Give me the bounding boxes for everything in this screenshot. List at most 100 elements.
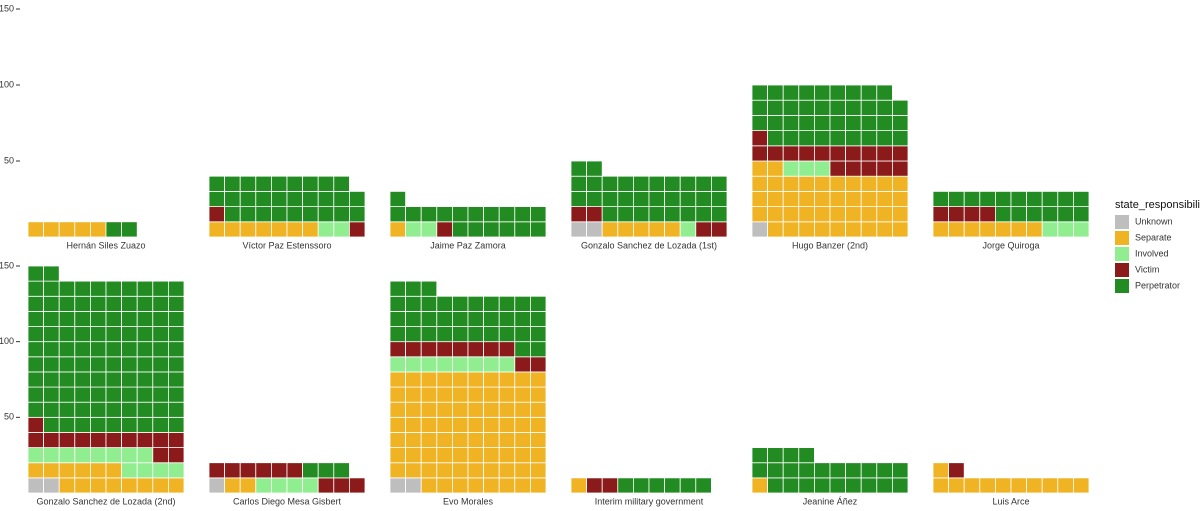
waffle-cell xyxy=(167,401,185,418)
waffle-cell xyxy=(498,371,516,388)
waffle-cell xyxy=(892,115,909,132)
waffle-cell xyxy=(514,295,531,312)
waffle-cell xyxy=(711,175,728,192)
waffle-cell xyxy=(420,295,438,312)
waffle-cell xyxy=(601,477,619,494)
waffle-cell xyxy=(467,477,485,494)
waffle-cell xyxy=(436,401,453,418)
waffle-cell xyxy=(121,326,138,343)
waffle-cell xyxy=(389,447,407,464)
waffle-cell xyxy=(152,310,169,327)
waffle-cell xyxy=(136,416,154,433)
waffle-cell xyxy=(633,175,650,192)
waffle-cell xyxy=(255,462,272,479)
waffle-cell xyxy=(121,295,138,312)
waffle-cell xyxy=(1073,206,1090,223)
legend-label: Separate xyxy=(1135,232,1172,242)
waffle-cell xyxy=(43,295,60,312)
waffle-cell xyxy=(74,447,91,464)
waffle-cell xyxy=(436,416,453,433)
waffle-cell xyxy=(498,401,516,418)
waffle-cell xyxy=(451,401,469,418)
waffle-cell xyxy=(58,295,76,312)
waffle-cell xyxy=(617,206,634,223)
waffle-cell xyxy=(829,462,847,479)
waffle-cell xyxy=(530,416,547,433)
waffle-cell xyxy=(845,175,862,192)
waffle-cell xyxy=(451,416,469,433)
waffle-cell xyxy=(845,160,862,177)
waffle-cell xyxy=(876,115,893,132)
waffle-cell xyxy=(648,221,666,238)
waffle-cell xyxy=(829,115,847,132)
waffle-cell xyxy=(451,326,469,343)
waffle-cell xyxy=(270,462,288,479)
waffle-cell xyxy=(995,221,1012,238)
waffle-cell xyxy=(845,115,862,132)
waffle-cell xyxy=(814,130,831,147)
waffle-cell xyxy=(74,477,91,494)
waffle-cell xyxy=(586,190,603,207)
legend-swatch xyxy=(1115,215,1129,229)
waffle-cell xyxy=(932,190,950,207)
waffle-cell xyxy=(498,447,516,464)
waffle-cell xyxy=(1041,206,1059,223)
waffle-cell xyxy=(1057,190,1074,207)
waffle-cell xyxy=(1057,477,1074,494)
waffle-cell xyxy=(405,326,422,343)
waffle-cell xyxy=(767,99,784,116)
waffle-cell xyxy=(136,477,154,494)
waffle-cell xyxy=(58,477,76,494)
waffle-cell xyxy=(498,326,516,343)
waffle-cell xyxy=(514,432,531,449)
waffle-cell xyxy=(317,477,335,494)
waffle-cell xyxy=(420,206,438,223)
waffle-cell xyxy=(136,447,154,464)
waffle-cell xyxy=(892,477,909,494)
waffle-cell xyxy=(436,326,453,343)
waffle-cell xyxy=(389,326,407,343)
waffle-cell xyxy=(27,416,45,433)
waffle-cell xyxy=(43,221,60,238)
waffle-cell xyxy=(483,386,500,403)
waffle-cell xyxy=(1026,206,1043,223)
waffle-cell xyxy=(451,447,469,464)
waffle-cell xyxy=(420,310,438,327)
waffle-cell xyxy=(405,477,422,494)
waffle-cell xyxy=(467,371,485,388)
waffle-cell xyxy=(798,175,815,192)
waffle-cell xyxy=(782,115,800,132)
waffle-cell xyxy=(892,190,909,207)
waffle-cell xyxy=(348,221,366,238)
waffle-cell xyxy=(302,462,319,479)
waffle-cell xyxy=(239,206,257,223)
waffle-cell xyxy=(514,386,531,403)
waffle-cell xyxy=(208,175,226,192)
waffle-cell xyxy=(530,432,547,449)
waffle-cell xyxy=(58,432,76,449)
waffle-cell xyxy=(932,221,950,238)
y-tick-label: 50 xyxy=(4,412,14,422)
waffle-cell xyxy=(498,432,516,449)
waffle-cell xyxy=(317,462,335,479)
waffle-cell xyxy=(751,206,769,223)
waffle-cell xyxy=(167,416,185,433)
waffle-cell xyxy=(451,295,469,312)
waffle-cell xyxy=(845,206,862,223)
waffle-cell xyxy=(27,386,45,403)
waffle-cell xyxy=(451,462,469,479)
waffle-cell xyxy=(420,447,438,464)
waffle-cell xyxy=(892,130,909,147)
waffle-cell xyxy=(405,447,422,464)
waffle-cell xyxy=(27,462,45,479)
waffle-cell xyxy=(121,432,138,449)
waffle-cell xyxy=(255,477,272,494)
waffle-cell xyxy=(829,84,847,101)
waffle-cell xyxy=(498,386,516,403)
waffle-cell xyxy=(90,310,107,327)
waffle-cell xyxy=(58,371,76,388)
waffle-cell xyxy=(467,462,485,479)
waffle-cell xyxy=(121,386,138,403)
waffle-cell xyxy=(270,221,288,238)
waffle-cell xyxy=(530,221,547,238)
